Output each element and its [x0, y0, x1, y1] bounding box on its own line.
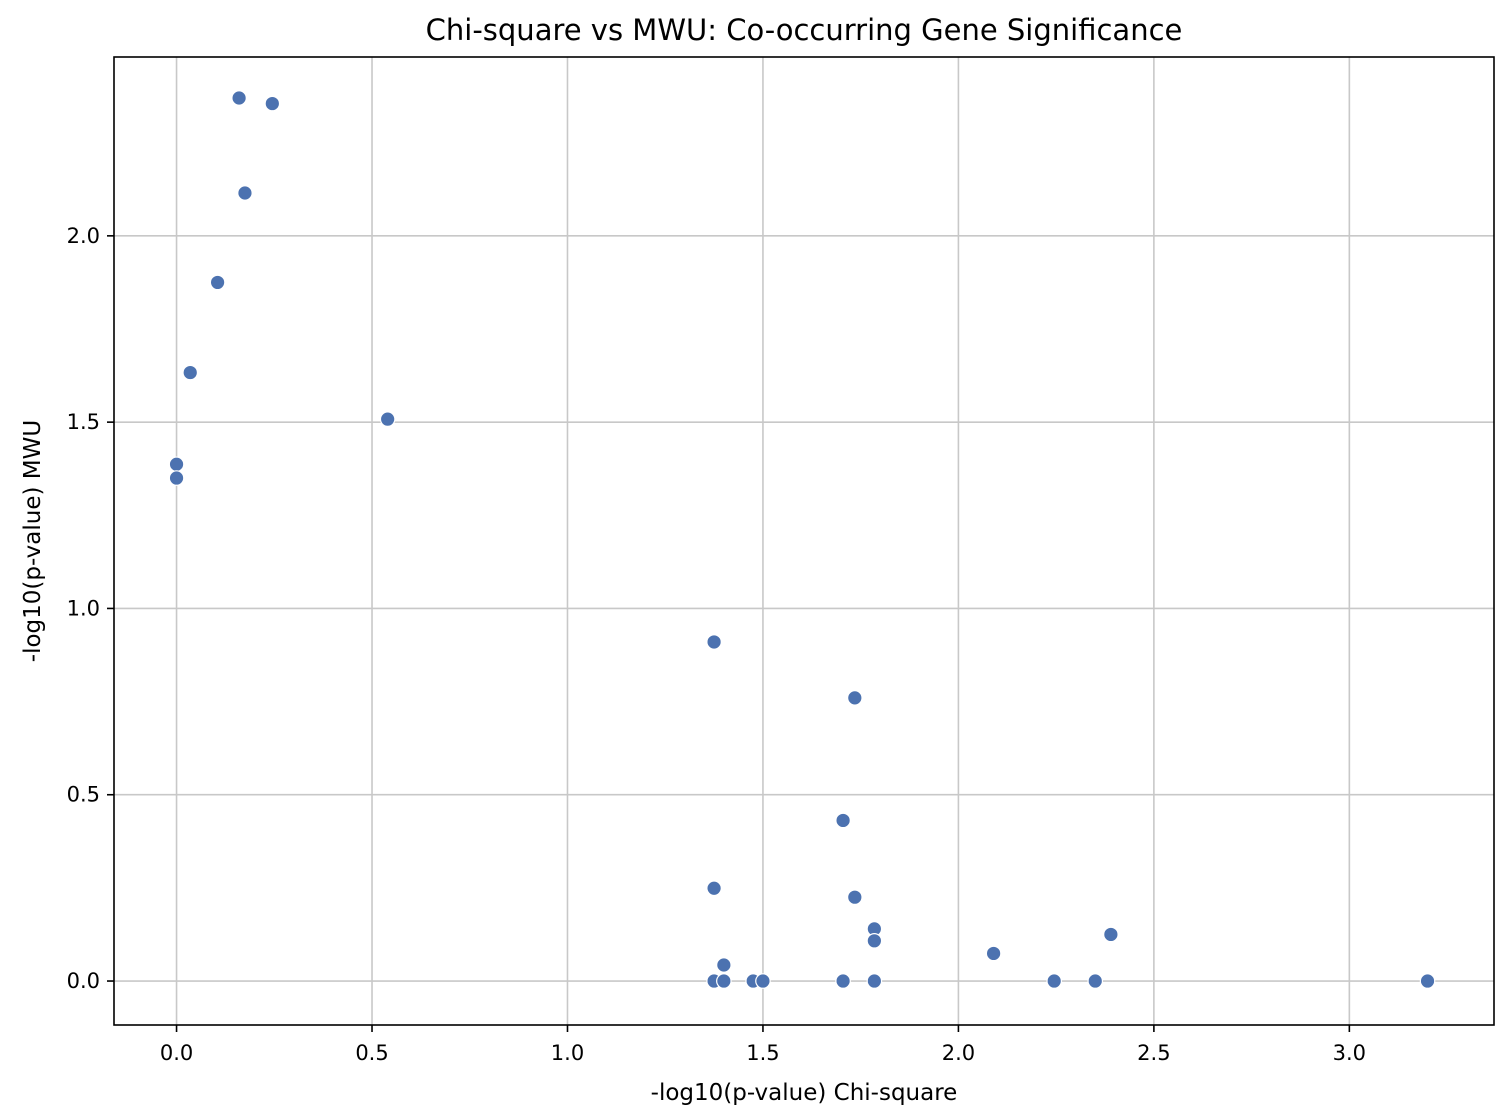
y-axis-ticks: 0.0 0.5 1.0 1.5 2.0: [67, 224, 114, 993]
x-tick-label: 2.0: [942, 1041, 975, 1065]
data-point: [835, 973, 851, 989]
data-point: [847, 690, 863, 706]
data-point: [706, 880, 722, 897]
data-point: [168, 456, 185, 473]
x-tick-label: 3.0: [1333, 1041, 1366, 1065]
x-tick-label: 0.5: [355, 1041, 388, 1065]
y-tick-label: 0.5: [67, 783, 100, 807]
x-tick-label: 1.5: [746, 1041, 779, 1065]
data-point: [706, 634, 722, 650]
data-point: [866, 932, 883, 949]
data-point: [264, 95, 281, 112]
data-point: [1103, 926, 1119, 943]
data-point: [866, 973, 883, 989]
y-tick-label: 2.0: [67, 224, 100, 248]
chart-title: Chi-square vs MWU: Co-occurring Gene Sig…: [426, 13, 1183, 47]
x-tick-label: 1.0: [551, 1041, 584, 1065]
data-point: [847, 889, 863, 906]
y-tick-label: 1.0: [67, 596, 100, 620]
x-axis-label: -log10(p-value) Chi-square: [651, 1080, 958, 1106]
y-tick-label: 0.0: [67, 969, 100, 993]
data-point: [231, 90, 247, 106]
data-point: [379, 411, 396, 427]
data-point: [985, 945, 1002, 962]
data-point: [716, 957, 732, 973]
data-point: [1046, 973, 1062, 989]
data-point: [1419, 973, 1436, 989]
data-point: [755, 973, 771, 989]
grid-lines: [114, 57, 1494, 1025]
data-point: [237, 185, 253, 201]
x-axis-ticks: 0.0 0.5 1.0 1.5 2.0 2.5 3.0: [160, 1025, 1366, 1065]
x-tick-label: 2.5: [1137, 1041, 1170, 1065]
y-tick-label: 1.5: [67, 410, 100, 434]
data-point: [168, 470, 185, 486]
data-point: [835, 812, 851, 829]
data-point: [716, 973, 732, 989]
plot-frame: [113, 56, 1495, 1026]
y-axis-label: -log10(p-value) MWU: [20, 420, 46, 662]
data-point: [182, 364, 199, 381]
data-point: [1087, 973, 1104, 989]
data-points: [168, 90, 1436, 989]
x-tick-label: 0.0: [160, 1041, 193, 1065]
data-point: [209, 274, 226, 291]
